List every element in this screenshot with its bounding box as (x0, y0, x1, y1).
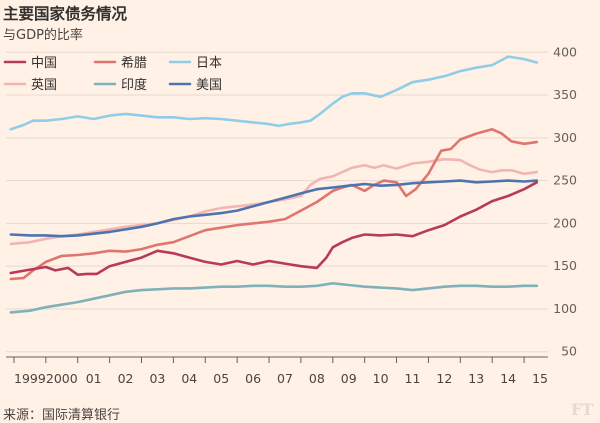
chart-subtitle: 与GDP的比率 (3, 28, 83, 43)
series-line-4 (9, 282, 539, 314)
x-tick-label: 04 (181, 371, 197, 386)
grid-layer (6, 51, 548, 353)
x-tick-label: 10 (373, 371, 389, 386)
y-axis: 50 100 150 200 250 300 350 400 (553, 44, 577, 358)
y-tick-label: 100 (553, 301, 577, 316)
legend-label: 美国 (196, 78, 222, 93)
source-note: 来源：国际清算银行 (3, 408, 121, 423)
x-tick-label: 03 (149, 371, 165, 386)
legend-label: 印度 (121, 77, 147, 93)
series-layer (9, 55, 539, 314)
x-tick-label: 09 (341, 371, 357, 386)
series-line-0 (9, 181, 539, 276)
x-tick-label: 2000 (46, 371, 78, 386)
y-tick-label: 250 (553, 173, 577, 188)
x-tick-label: 02 (118, 371, 134, 386)
series-line-3 (9, 157, 539, 246)
x-tick-label: 11 (405, 371, 421, 386)
x-tick-label: 01 (86, 371, 102, 386)
legend-label: 希腊 (121, 56, 147, 71)
x-tick-label: 05 (213, 371, 229, 386)
x-tick-label: 14 (500, 371, 516, 386)
y-tick-label: 300 (553, 130, 577, 145)
y-tick-label: 400 (553, 44, 577, 59)
x-tick-label: 1999 (14, 371, 46, 386)
y-tick-label: 50 (561, 344, 577, 359)
series-line-5 (9, 179, 539, 238)
y-tick-label: 150 (553, 258, 577, 273)
legend-label: 日本 (196, 56, 222, 71)
y-tick-label: 200 (553, 215, 577, 230)
legend-label: 英国 (31, 78, 57, 93)
x-tick-label: 15 (532, 371, 548, 386)
series-line-2 (9, 55, 539, 131)
x-tick-label: 06 (245, 371, 261, 386)
y-tick-label: 350 (553, 87, 577, 102)
legend-label: 中国 (31, 56, 57, 71)
x-tick-label: 08 (309, 371, 325, 386)
x-axis: 1999 2000 01 02 03 04 05 06 07 08 09 10 11 12 13 14 15 (6, 356, 548, 386)
chart-title: 主要国家债务情况 (3, 5, 128, 23)
ft-logo: FT (571, 400, 593, 419)
series-line-1 (9, 128, 539, 281)
x-tick-label: 12 (436, 371, 452, 386)
x-tick-label: 13 (468, 371, 484, 386)
x-tick-label: 07 (277, 371, 293, 386)
